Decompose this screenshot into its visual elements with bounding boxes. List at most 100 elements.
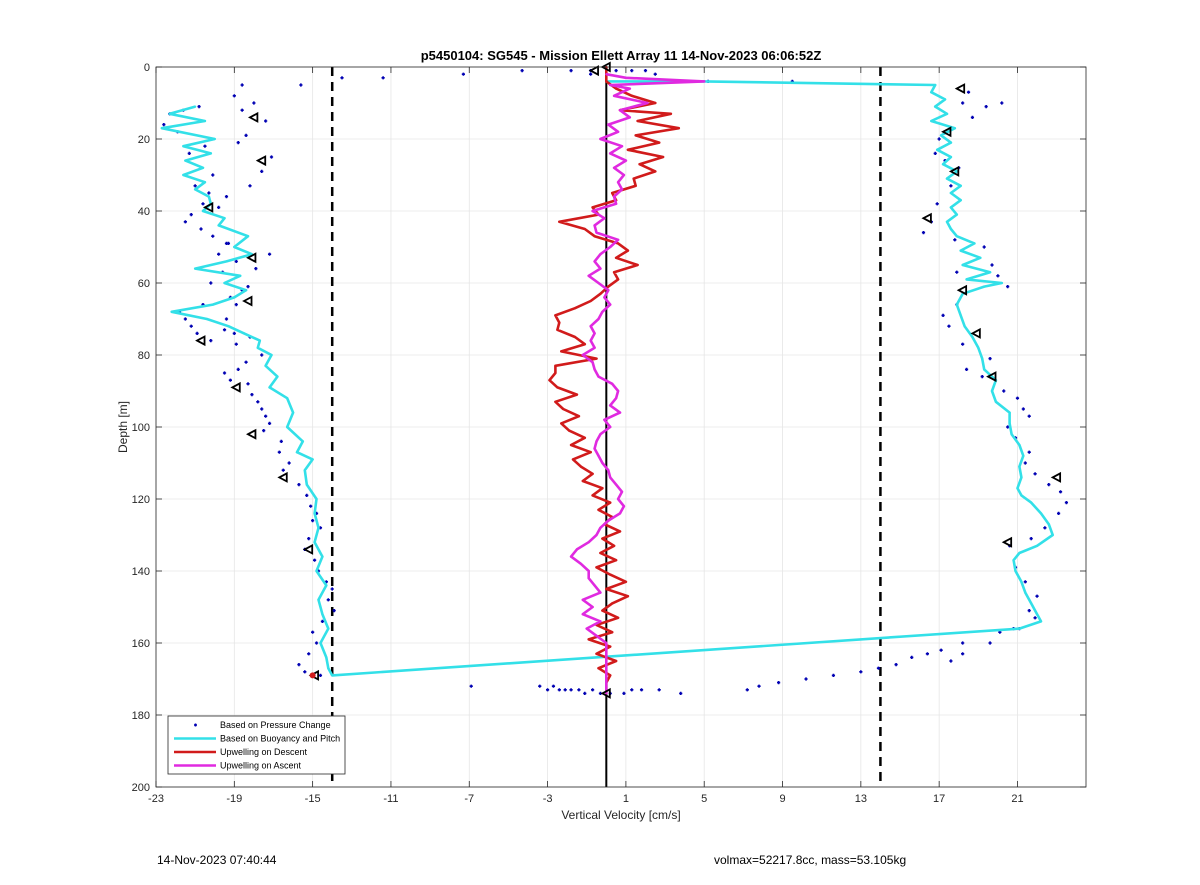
pressure-change-point	[939, 648, 943, 652]
triangle-marker	[230, 381, 241, 393]
pressure-change-point	[996, 274, 1000, 278]
pressure-change-point	[653, 72, 657, 76]
buoyancy-series-point	[949, 141, 953, 144]
descent-series-point	[615, 256, 618, 259]
triangle-marker	[600, 687, 611, 699]
buoyancy-series-point	[977, 346, 980, 349]
pressure-change-point	[232, 331, 236, 335]
buoyancy-series-point	[979, 256, 982, 259]
y-tick-label: 160	[132, 638, 150, 650]
ascent-series-point	[609, 476, 612, 479]
buoyancy-series-point	[1051, 533, 1054, 537]
ascent-series-point	[589, 325, 592, 328]
ascent-series-point	[622, 505, 626, 508]
ascent-series-point	[599, 267, 602, 270]
ascent-series-point	[620, 145, 624, 148]
triangle-marker	[202, 201, 214, 213]
x-tick-label: -23	[148, 793, 164, 805]
buoyancy-series-point	[331, 674, 334, 677]
buoyancy-series-point	[225, 260, 228, 263]
buoyancy-series-point	[327, 627, 330, 630]
pressure-change-point	[244, 360, 248, 364]
descent-series-point	[569, 443, 573, 447]
buoyancy-series-point	[194, 188, 197, 191]
footer-volmax-mass: volmax=52217.8cc, mass=53.105kg	[714, 853, 907, 867]
pressure-change-point	[244, 133, 248, 137]
buoyancy-series-point	[988, 271, 992, 274]
grid	[155, 66, 1086, 788]
buoyancy-series-point	[301, 440, 304, 443]
pressure-change-point	[1033, 616, 1037, 620]
ascent-series-point	[581, 613, 584, 616]
ascent-series-point	[599, 137, 602, 141]
pressure-change-point	[162, 123, 166, 127]
descent-series-point	[595, 566, 598, 569]
descent-series-point	[609, 674, 612, 677]
pressure-change-point	[1027, 450, 1031, 454]
x-tick-label: -19	[226, 793, 242, 805]
pressure-change-point	[307, 537, 311, 541]
pressure-change-point	[277, 450, 281, 454]
triangle-marker	[588, 65, 599, 77]
buoyancy-series-point	[953, 127, 956, 130]
pressure-change-point	[299, 83, 303, 87]
y-tick-label: 80	[138, 350, 150, 362]
pressure-change-point	[933, 151, 937, 155]
descent-series-point	[591, 472, 594, 475]
legend-swatch-pressure	[194, 723, 197, 727]
ascent-series-point	[605, 73, 608, 76]
ascent-series-point	[575, 548, 579, 551]
ascent-series-point	[615, 202, 618, 205]
pressure-change-point	[469, 684, 473, 688]
buoyancy-series-point	[246, 235, 250, 238]
ascent-series-point	[607, 289, 610, 292]
descent-series-point	[605, 80, 608, 83]
pressure-change-point	[311, 630, 315, 634]
y-tick-label: 200	[132, 782, 150, 794]
buoyancy-series-point	[313, 541, 316, 544]
buoyancy-series-point	[973, 242, 976, 245]
x-tick-label: -3	[543, 793, 553, 805]
ascent-series-point	[616, 130, 620, 133]
pressure-change-point	[222, 371, 227, 375]
descent-series-point	[581, 479, 584, 483]
descent-series-point	[626, 595, 629, 598]
pressure-change-point	[639, 688, 644, 692]
buoyancy-series-point	[1020, 494, 1023, 497]
ascent-series-point	[595, 634, 598, 637]
pressure-change-point	[256, 400, 260, 404]
buoyancy-series-point	[223, 217, 226, 220]
triangle-marker	[195, 335, 206, 347]
pressure-change-point	[1058, 490, 1063, 494]
pressure-change-point	[217, 205, 221, 209]
ascent-series-point	[607, 123, 610, 126]
descent-series-point	[591, 206, 594, 209]
ascent-series-point	[569, 555, 573, 558]
pressure-change-point	[199, 227, 203, 231]
descent-series-point	[616, 616, 620, 619]
buoyancy-series-point	[981, 357, 984, 360]
pressure-change-point	[1006, 425, 1010, 429]
buoyancy-series-point	[1018, 627, 1021, 630]
ascent-series-point	[620, 188, 624, 191]
descent-series-point	[554, 371, 557, 375]
buoyancy-series-point	[209, 152, 212, 155]
pressure-change-point	[264, 414, 268, 418]
ascent-series-point	[703, 80, 706, 83]
descent-series-point	[605, 587, 608, 591]
pressure-change-point	[226, 241, 231, 245]
buoyancy-series-point	[321, 613, 324, 616]
descent-series-point	[677, 127, 680, 130]
buoyancy-series-point	[936, 148, 939, 151]
ascent-series-point	[609, 404, 612, 407]
buoyancy-series-point	[949, 227, 953, 231]
pressure-change-point	[209, 281, 213, 285]
descent-series-point	[601, 609, 604, 612]
pressure-change-point	[988, 641, 992, 645]
triangle-marker	[302, 543, 314, 555]
ascent-series-point	[593, 584, 596, 587]
pressure-change-point	[224, 317, 229, 321]
buoyancy-series-point	[1020, 476, 1023, 479]
pressure-change-point	[1023, 461, 1027, 465]
